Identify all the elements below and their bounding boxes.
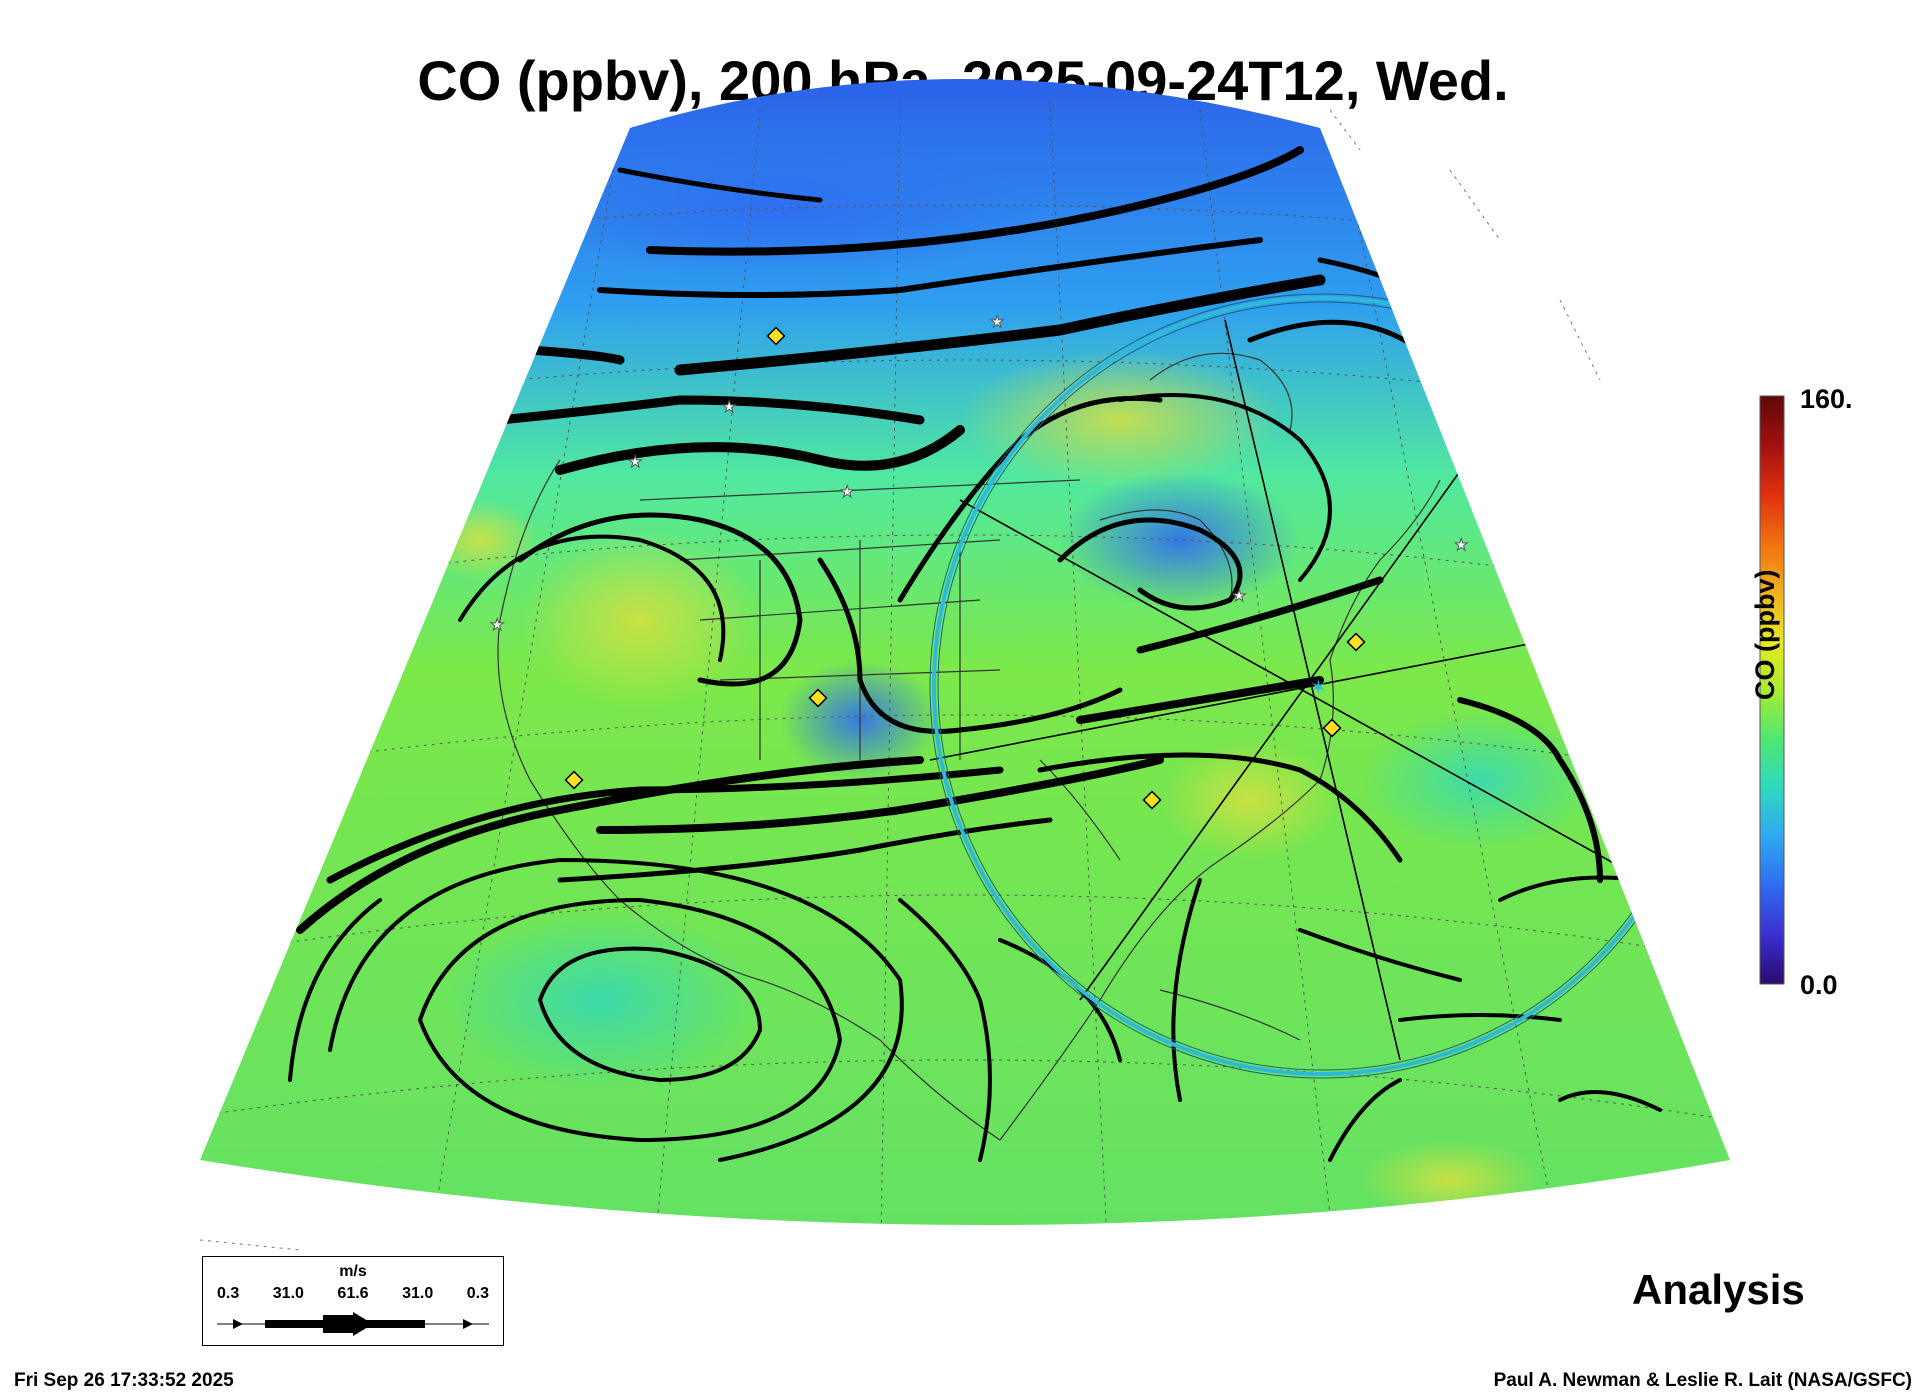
legend-tick: 0.3 — [466, 1285, 489, 1302]
legend-unit: m/s — [339, 1263, 367, 1280]
colorbar-min-label: 0.0 — [1800, 970, 1838, 1000]
svg-text:★: ★ — [1454, 535, 1468, 554]
svg-text:★: ★ — [990, 312, 1004, 331]
legend-tick: 61.6 — [337, 1285, 369, 1302]
svg-text:★: ★ — [722, 397, 736, 416]
svg-text:★: ★ — [1232, 586, 1246, 605]
legend-ticks: 0.3 31.0 61.6 31.0 0.3 — [217, 1285, 489, 1303]
center-star-icon: ✶ — [1310, 675, 1327, 699]
wind-legend: m/s 0.3 31.0 61.6 31.0 0.3 — [202, 1256, 504, 1346]
svg-text:★: ★ — [840, 482, 854, 501]
legend-tick: 31.0 — [402, 1285, 434, 1302]
svg-text:★: ★ — [490, 615, 504, 634]
analysis-label: Analysis — [1632, 1266, 1805, 1313]
colorbar — [1759, 395, 1785, 985]
star-markers: ★ ★ ★ ★ ★ ★ ★ — [490, 312, 1469, 635]
site-markers — [564, 326, 1366, 810]
timestamp: Fri Sep 26 17:33:52 2025 — [14, 1370, 234, 1391]
legend-tick: 31.0 — [272, 1285, 304, 1302]
colorbar-max-label: 160. — [1800, 384, 1853, 414]
co-field: ★ ★ ★ ★ ★ ★ ★ ✶ — [200, 79, 1730, 1225]
colorbar-title: CO (ppbv) — [1750, 569, 1780, 700]
legend-arrow — [217, 1312, 489, 1336]
legend-tick: 0.3 — [217, 1285, 240, 1302]
credits: Paul A. Newman & Leslie R. Lait (NASA/GS… — [1493, 1370, 1912, 1391]
svg-text:★: ★ — [628, 452, 642, 471]
